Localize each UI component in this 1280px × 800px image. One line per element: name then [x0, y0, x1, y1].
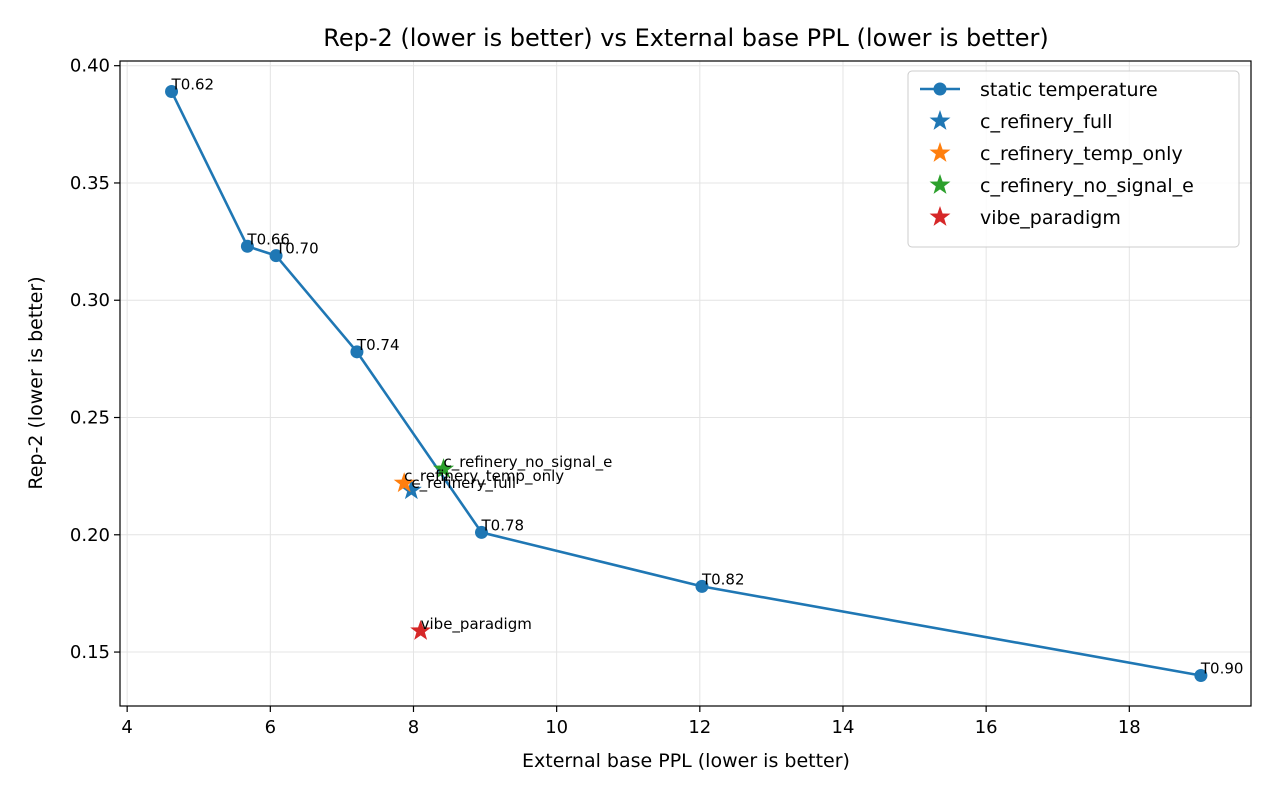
plot-frame — [119, 60, 1252, 707]
y-tick-label: 0.40 — [70, 56, 110, 77]
legend-label: c_refinery_no_signal_e — [980, 175, 1194, 197]
axes: 4 6 8 10 12 14 16 18 0.15 0.20 0.25 0.30 0.35 0.40 — [70, 56, 1141, 738]
data-point — [350, 345, 364, 359]
legend-star-swatch — [929, 174, 951, 194]
legend-star-swatch — [929, 110, 951, 130]
point-label: c_refinery_no_signal_e — [444, 453, 613, 472]
legend-item-c-refinery-full: c_refinery_full — [929, 110, 1113, 133]
y-tick-label: 0.25 — [70, 408, 110, 429]
legend-star-swatch — [929, 142, 951, 162]
x-axis-label: External base PPL (lower is better) — [522, 750, 850, 772]
point-label: c_refinery_temp_only — [404, 467, 564, 486]
legend-label: c_refinery_full — [980, 111, 1113, 133]
legend-label: c_refinery_temp_only — [980, 143, 1183, 165]
legend-star-swatch — [929, 206, 951, 226]
y-tick-label: 0.15 — [70, 642, 110, 663]
series-c-refinery-temp-only — [393, 472, 415, 493]
x-tick-label: 12 — [688, 717, 711, 738]
data-point — [240, 239, 254, 253]
chart-title: Rep-2 (lower is better) vs External base… — [323, 24, 1049, 52]
y-axis-label: Rep-2 (lower is better) — [25, 276, 47, 489]
y-tick-label: 0.35 — [70, 173, 110, 194]
x-tick-label: 16 — [975, 717, 998, 738]
data-point — [165, 84, 179, 98]
point-label: T0.90 — [1200, 660, 1244, 678]
x-tick-label: 14 — [832, 717, 855, 738]
star-marker — [393, 472, 415, 493]
legend-marker-swatch — [933, 82, 947, 96]
data-point — [695, 579, 709, 593]
point-label: vibe_paradigm — [421, 615, 532, 634]
legend-item-c-refinery-no-signal-e: c_refinery_no_signal_e — [929, 174, 1194, 197]
x-tick-label: 18 — [1118, 717, 1141, 738]
point-label: T0.78 — [480, 516, 524, 534]
data-point — [1194, 669, 1208, 683]
legend-item-vibe-paradigm: vibe_paradigm — [929, 206, 1121, 229]
plot-area — [165, 84, 1208, 683]
series-c-refinery-no-signal-e — [433, 458, 455, 479]
point-label: c_refinery_full — [411, 474, 516, 493]
x-tick-label: 10 — [545, 717, 568, 738]
legend-label: vibe_paradigm — [980, 207, 1121, 229]
star-marker — [400, 479, 422, 500]
star-marker — [433, 458, 455, 479]
legend-label: static temperature — [980, 79, 1158, 101]
point-label: T0.66 — [246, 230, 290, 248]
data-point — [269, 249, 283, 263]
x-tick-label: 6 — [265, 717, 276, 738]
x-tick-label: 4 — [121, 717, 132, 738]
data-point — [474, 525, 488, 539]
series-vibe-paradigm — [410, 619, 432, 640]
point-label: T0.82 — [701, 570, 745, 588]
legend-frame — [907, 70, 1240, 248]
x-tick-label: 8 — [408, 717, 419, 738]
series-c-refinery-full — [400, 479, 422, 500]
y-tick-label: 0.20 — [70, 525, 110, 546]
legend: static temperature c_refinery_full c_refin… — [907, 70, 1240, 248]
point-label: T0.70 — [275, 240, 319, 258]
y-tick-label: 0.30 — [70, 290, 110, 311]
series-static-temperature — [165, 84, 1208, 683]
point-label: T0.62 — [171, 75, 215, 93]
point-label: T0.74 — [356, 336, 400, 354]
legend-item-c-refinery-temp-only: c_refinery_temp_only — [929, 142, 1183, 165]
star-marker — [410, 619, 432, 640]
legend-item-static-temperature: static temperature — [920, 79, 1158, 101]
